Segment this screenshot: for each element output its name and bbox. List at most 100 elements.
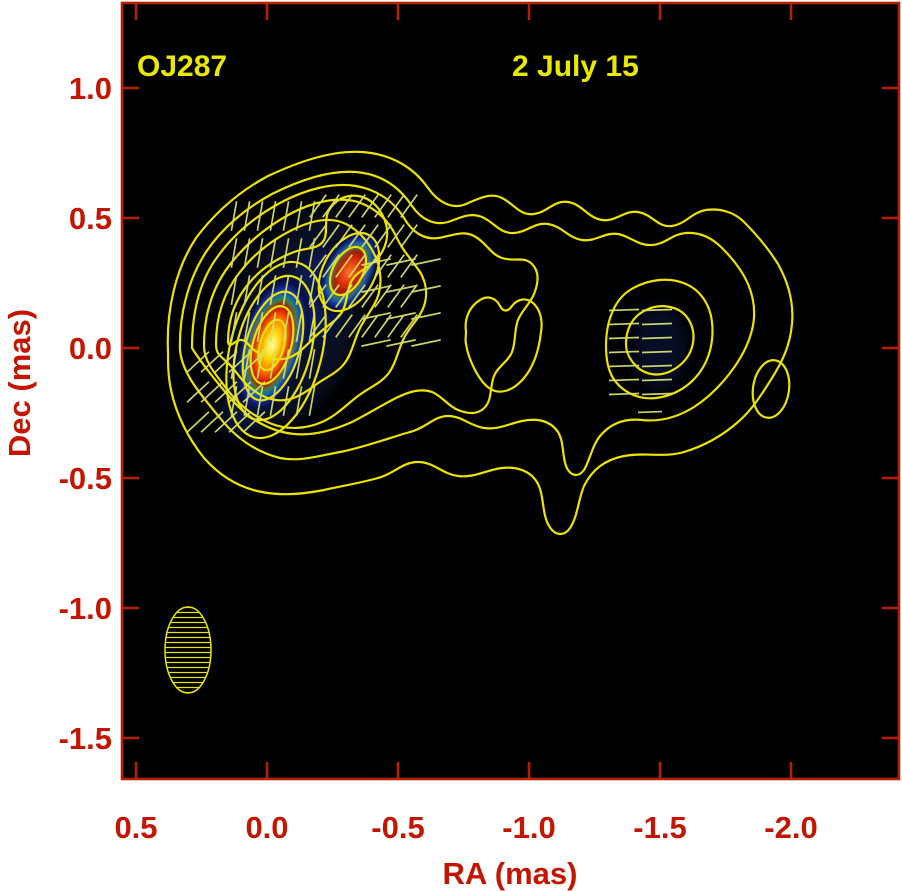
emission-haze xyxy=(634,304,686,392)
polarization-tick xyxy=(228,411,252,433)
polarization-tick xyxy=(256,312,264,342)
axis-tick-labels: 0.5 0.0 -0.5 -1.0 -1.5 -2.0 1.0 0.5 0.0 -0.5 -1.0 -… xyxy=(59,71,818,845)
y-tick-label: 1.0 xyxy=(69,71,112,106)
x-tick-label: -1.0 xyxy=(502,810,555,845)
polarization-tick xyxy=(641,378,673,382)
polarization-tick xyxy=(186,381,210,403)
polarization-tick xyxy=(374,224,392,248)
polarization-tick xyxy=(335,284,353,308)
polarization-tick xyxy=(282,386,290,416)
polarization-tick xyxy=(256,386,264,416)
axis-ticks xyxy=(123,4,898,778)
polarization-tick xyxy=(243,386,251,416)
polarization-tick xyxy=(309,194,327,218)
polarization-tick xyxy=(256,238,264,268)
polarization-tick xyxy=(361,224,379,248)
polarization-tick xyxy=(200,351,224,373)
contour-line xyxy=(317,231,381,313)
polarization-tick xyxy=(348,284,366,308)
polarization-tick xyxy=(295,312,303,342)
polarization-tick xyxy=(641,364,673,368)
contour-line xyxy=(464,296,543,393)
axes-frame xyxy=(120,1,901,781)
x-tick-label: 0.5 xyxy=(114,810,157,845)
contour-line xyxy=(328,245,368,297)
polarization-tick xyxy=(386,339,416,347)
polarization-tick xyxy=(608,364,640,368)
polarization-tick xyxy=(214,411,238,433)
polarization-tick xyxy=(361,312,391,320)
beam-layer xyxy=(164,606,212,694)
polarization-tick xyxy=(308,275,316,305)
polarization-tick xyxy=(387,254,405,278)
polarization-tick xyxy=(322,314,340,338)
polarization-tick xyxy=(374,284,392,308)
polarization-tick xyxy=(282,349,290,379)
polarization-tick xyxy=(411,285,441,293)
polarization-tick xyxy=(230,312,238,342)
beam-ellipse xyxy=(164,606,212,694)
polarization-tick xyxy=(348,224,366,248)
polarization-tick xyxy=(282,238,290,268)
polarization-tick xyxy=(243,238,251,268)
polarization-tick xyxy=(361,339,391,347)
polarization-tick xyxy=(608,392,640,396)
polarization-tick xyxy=(335,314,353,338)
polarization-tick xyxy=(186,351,210,373)
polarization-tick xyxy=(335,254,353,278)
x-tick-label: -2.0 xyxy=(764,810,817,845)
polarization-tick xyxy=(256,275,264,305)
polarization-tick xyxy=(608,378,640,382)
polarization-tick xyxy=(386,258,416,266)
polarization-tick xyxy=(608,350,640,354)
polarization-tick xyxy=(641,392,673,396)
polarization-tick xyxy=(230,201,238,231)
polarization-tick xyxy=(361,194,379,218)
contour-line xyxy=(257,318,287,372)
polarization-tick xyxy=(295,238,303,268)
polarization-tick xyxy=(308,349,316,379)
polarization-tick xyxy=(243,275,251,305)
polarization-tick xyxy=(282,275,290,305)
polarization-tick xyxy=(230,275,238,305)
x-tick-label: -1.5 xyxy=(633,810,686,845)
polarization-tick xyxy=(242,381,266,403)
polarization-tick xyxy=(374,254,392,278)
polarization-tick xyxy=(386,312,416,320)
polarization-tick xyxy=(361,285,391,293)
y-axis-title: Dec (mas) xyxy=(2,309,37,457)
polarization-tick xyxy=(309,224,327,248)
polarization-tick xyxy=(243,312,251,342)
polarization-tick xyxy=(641,350,673,354)
contour-line xyxy=(241,290,305,402)
polarization-tick xyxy=(309,314,327,338)
polarization-tick xyxy=(608,308,640,312)
polarization-tick xyxy=(608,336,640,340)
contour-line xyxy=(190,183,539,436)
polarization-tick xyxy=(348,254,366,278)
polarization-tick xyxy=(348,194,366,218)
polarization-tick xyxy=(295,349,303,379)
epoch-date-label: 2 July 15 xyxy=(512,50,639,83)
source-name-label: OJ287 xyxy=(137,50,227,83)
polarization-tick xyxy=(200,411,224,433)
polarization-tick xyxy=(214,381,238,403)
polarization-tick xyxy=(411,312,441,320)
polarization-tick xyxy=(282,201,290,231)
polarization-tick xyxy=(641,322,673,326)
polarization-tick xyxy=(308,386,316,416)
polarization-tick xyxy=(361,254,379,278)
polarization-tick xyxy=(230,386,238,416)
polarization-tick xyxy=(309,254,327,278)
polarization-tick xyxy=(242,411,266,433)
polarization-tick xyxy=(230,238,238,268)
contour-line xyxy=(604,278,714,400)
polarization-tick xyxy=(295,275,303,305)
contour-line xyxy=(751,359,791,419)
polarization-tick xyxy=(295,201,303,231)
polarization-tick xyxy=(641,336,673,340)
polarization-tick xyxy=(387,224,405,248)
polarization-tick xyxy=(361,314,379,338)
polarization-tick xyxy=(386,285,416,293)
